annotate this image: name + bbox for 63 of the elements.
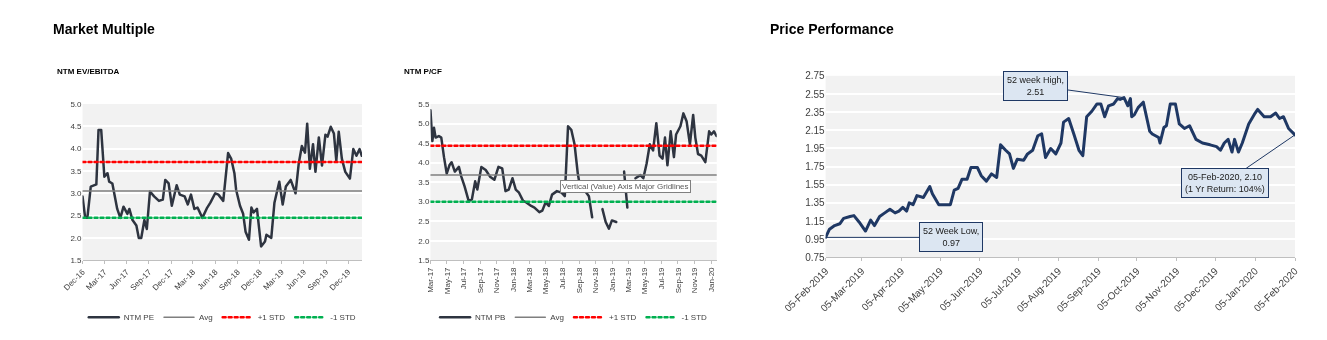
x-tick-label: Jan-20 [706, 266, 716, 292]
y-tick-label: 2.5 [70, 211, 83, 221]
y-tick-label: 5.0 [418, 119, 431, 129]
annotation: 52 week High, 2.51 [1007, 75, 1065, 97]
y-tick-label: 3.0 [418, 197, 431, 207]
y-tick-label: 2.5 [418, 217, 431, 226]
x-tick-label: May-18 [541, 266, 551, 295]
legend-label: -1 STD [681, 313, 708, 323]
y-tick-label: 0.95 [805, 233, 826, 245]
y-tick-label: 1.95 [805, 142, 826, 154]
x-tick-label: Jan-19 [607, 266, 617, 292]
chart-title: Price Performance [770, 21, 894, 37]
annotation: 52 Week Low, 0.97 [923, 226, 980, 248]
x-tick-label: May-17 [442, 266, 452, 295]
x-tick-label: Jul-19 [656, 266, 666, 290]
x-tick-label: Nov-18 [591, 266, 601, 294]
x-tick-label: Jan-18 [508, 266, 518, 292]
x-tick-label: Mar-17 [426, 266, 436, 293]
x-tick-label: Jul-18 [557, 266, 567, 290]
chart-subtitle: NTM EV/EBITDA [57, 67, 120, 76]
x-tick-label: Mar-19 [623, 266, 633, 293]
x-tick-label: Mar-18 [524, 266, 534, 293]
y-tick-label: 2.15 [805, 124, 826, 136]
y-tick-label: 3.5 [70, 166, 83, 176]
y-tick-label: 4.0 [70, 144, 83, 154]
y-tick-label: 1.35 [805, 197, 826, 209]
x-tick-label: Jul-17 [459, 266, 469, 290]
chart-title: Market Multiple [53, 21, 156, 37]
x-tick-label: Sep-17 [475, 266, 485, 294]
annotation: 05-Feb-2020, 2.10 (1 Yr Return: 104%) [1185, 172, 1265, 194]
legend-label: NTM PE [123, 313, 155, 323]
y-tick-label: 1.15 [805, 215, 826, 227]
legend-label: -1 STD [330, 313, 356, 323]
legend-label: +1 STD [608, 313, 637, 323]
legend-label: NTM PB [475, 313, 506, 323]
legend-label: Avg [550, 313, 564, 323]
y-tick-label: 4.5 [418, 138, 431, 148]
legend-label: +1 STD [257, 313, 286, 323]
y-tick-label: 3.0 [70, 189, 83, 199]
x-tick-label: Sep-19 [673, 266, 683, 294]
line-series [82, 122, 363, 248]
y-tick-label: 1.5 [70, 256, 83, 266]
y-tick-label: 2.0 [418, 236, 431, 246]
y-tick-label: 2.35 [805, 106, 826, 118]
annotation: Vertical (Value) Axis Major Gridlines [562, 182, 689, 191]
y-tick-label: 5.5 [418, 99, 431, 109]
x-tick-label: Sep-18 [574, 266, 584, 294]
y-tick-label: 4.0 [418, 158, 431, 168]
x-tick-label: Nov-17 [492, 266, 502, 294]
y-tick-label: 1.5 [418, 256, 431, 266]
x-tick-label: May-19 [640, 266, 650, 295]
y-tick-label: 0.75 [805, 251, 826, 263]
legend-label: Avg [199, 313, 213, 323]
x-tick-label: Nov-19 [690, 266, 700, 294]
chart-subtitle: NTM P/CF [404, 67, 442, 76]
y-tick-label: 3.5 [418, 177, 431, 187]
y-tick-label: 2.0 [70, 233, 83, 243]
y-tick-label: 1.75 [805, 161, 826, 173]
y-tick-label: 1.55 [805, 179, 826, 191]
y-tick-label: 4.5 [70, 122, 83, 132]
y-tick-label: 2.55 [805, 88, 826, 100]
y-tick-label: 2.75 [805, 70, 826, 82]
y-tick-label: 5.0 [70, 99, 83, 109]
